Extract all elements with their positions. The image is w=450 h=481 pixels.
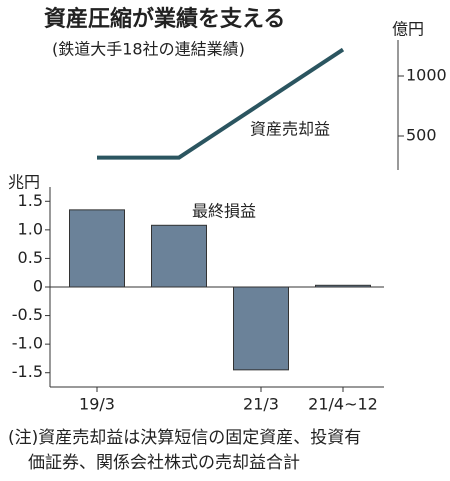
x-tick-label: 21/3 [243, 395, 279, 414]
bar [151, 224, 207, 288]
note: 価証券、関係会社株式の売却益合計 [28, 453, 300, 473]
y-tick-label: 1.0 [18, 219, 43, 238]
unit-label: 億円 [392, 20, 424, 39]
series-label: 資産売却益 [250, 120, 330, 139]
x-tick-label: 19/3 [79, 395, 115, 414]
y-tick-label: -1.5 [12, 362, 43, 381]
bar [69, 209, 125, 288]
bar [233, 286, 289, 371]
note: (注)資産売却益は決算短信の固定資産、投資有 [8, 428, 361, 448]
y-tick-label: -0.5 [12, 305, 43, 324]
y-tick-label: 0.5 [18, 248, 43, 267]
series-label: 最終損益 [192, 202, 256, 221]
line [97, 47, 345, 160]
y-tick-label: 500 [406, 126, 437, 145]
y-tick-label: 1000 [406, 66, 447, 85]
y-tick-label: -1.0 [12, 334, 43, 353]
bar [315, 284, 371, 288]
y-tick-label: 0 [33, 277, 43, 296]
chart-subtitle: (鉄道大手18社の連結業績) [52, 40, 245, 59]
y-tick-label: 1.5 [18, 191, 43, 210]
x-tick-label: 21/4~12 [308, 395, 378, 414]
unit-label: 兆円 [8, 173, 40, 192]
chart-title: 資産圧縮が業績を支える [44, 6, 285, 32]
